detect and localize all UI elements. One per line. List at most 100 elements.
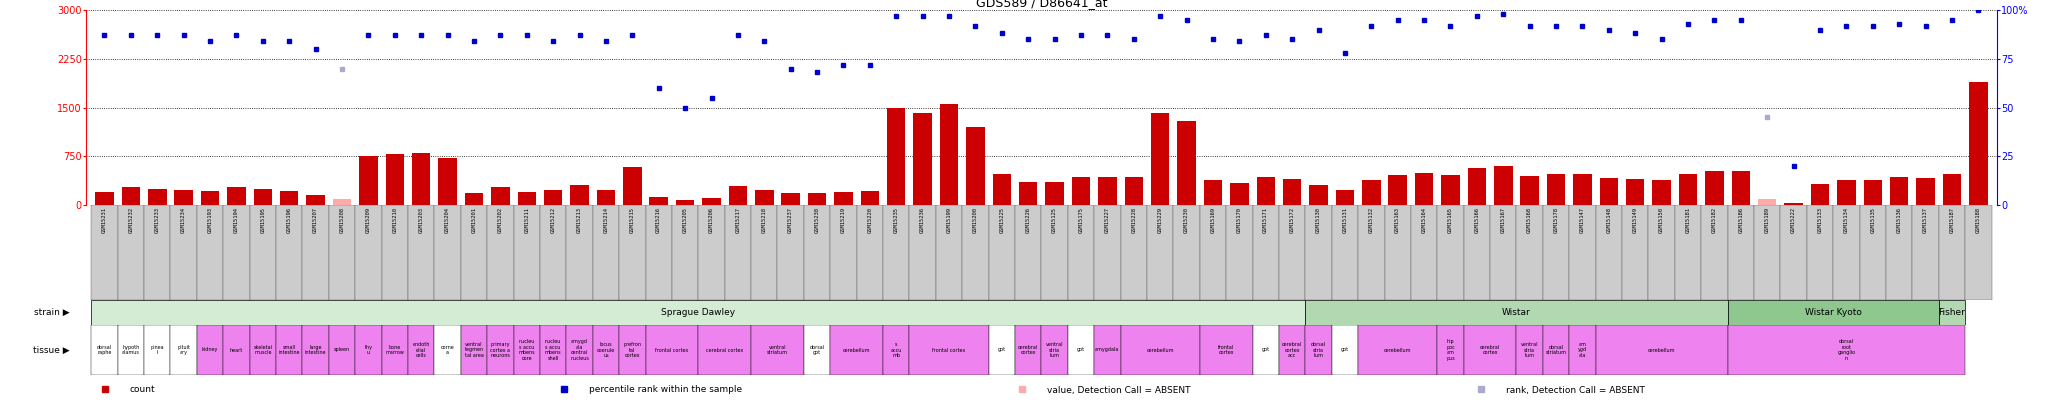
Bar [1120, 325, 1200, 375]
Bar [1442, 175, 1460, 205]
Text: GSM15233: GSM15233 [156, 207, 160, 233]
Bar [1335, 190, 1354, 205]
Bar [887, 107, 905, 205]
Bar [381, 205, 408, 300]
Text: GSM15167: GSM15167 [1501, 207, 1505, 233]
Bar [963, 205, 989, 300]
Text: locus
coerule
us: locus coerule us [596, 342, 614, 358]
Text: GSM15150: GSM15150 [1659, 207, 1665, 233]
Bar [729, 186, 748, 205]
Text: GSM15166: GSM15166 [1475, 207, 1479, 233]
Bar [1860, 205, 1886, 300]
Text: GSM15196: GSM15196 [287, 207, 291, 233]
Text: GSM15220: GSM15220 [868, 207, 872, 233]
Text: GSM15237: GSM15237 [788, 207, 793, 233]
Bar [250, 325, 276, 375]
Bar [698, 205, 725, 300]
Text: GSM15199: GSM15199 [946, 207, 952, 233]
Bar [92, 205, 117, 300]
Text: spleen: spleen [334, 347, 350, 352]
Text: GSM15187: GSM15187 [1950, 207, 1954, 233]
Text: GSM15207: GSM15207 [313, 207, 317, 233]
Bar [227, 188, 246, 205]
Bar [281, 191, 299, 205]
Text: thy
u: thy u [365, 345, 373, 355]
Bar [645, 205, 672, 300]
Bar [307, 195, 326, 205]
Bar [940, 104, 958, 205]
Text: cerebral
cortex
acc: cerebral cortex acc [1282, 342, 1303, 358]
Text: ventral
stria
tum: ventral stria tum [1522, 342, 1538, 358]
Text: cerebellum: cerebellum [1649, 347, 1675, 352]
Bar [856, 205, 883, 300]
Bar [1257, 177, 1276, 205]
Bar [1626, 179, 1645, 205]
Text: frontal
cortex: frontal cortex [1219, 345, 1235, 355]
Text: GSM15188: GSM15188 [1976, 207, 1980, 233]
Bar [993, 174, 1012, 205]
Text: GSM15235: GSM15235 [893, 207, 899, 233]
Text: count: count [129, 386, 156, 394]
Bar [1913, 205, 1939, 300]
Text: GSM15175: GSM15175 [1079, 207, 1083, 233]
Bar [1886, 205, 1913, 300]
Bar [545, 190, 563, 205]
Bar [752, 325, 805, 375]
Text: corne
a: corne a [440, 345, 455, 355]
Title: GDS589 / D86641_at: GDS589 / D86641_at [975, 0, 1108, 9]
Text: GSM15225: GSM15225 [999, 207, 1004, 233]
Text: nucleu
s accu
mbens
shell: nucleu s accu mbens shell [545, 339, 561, 360]
Bar [860, 191, 879, 205]
Bar [1649, 205, 1675, 300]
Bar [1151, 113, 1169, 205]
Bar [805, 205, 829, 300]
Text: GSM15163: GSM15163 [1395, 207, 1401, 233]
Bar [1358, 205, 1384, 300]
Bar [332, 198, 352, 205]
Bar [1595, 325, 1729, 375]
Bar [967, 127, 985, 205]
Bar [541, 325, 567, 375]
Bar [1200, 325, 1253, 375]
Bar [623, 167, 641, 205]
Bar [117, 205, 143, 300]
Bar [698, 325, 752, 375]
Bar [618, 205, 645, 300]
Bar [1833, 205, 1860, 300]
Text: GSM15189: GSM15189 [1765, 207, 1769, 233]
Text: dorsal
stria
tum: dorsal stria tum [1311, 342, 1327, 358]
Text: dorsal
striatum: dorsal striatum [1546, 345, 1567, 355]
Text: GSM15219: GSM15219 [842, 207, 846, 233]
Text: GSM15125: GSM15125 [1053, 207, 1057, 233]
Bar [1278, 325, 1305, 375]
Bar [829, 325, 883, 375]
Bar [1124, 177, 1143, 205]
Bar [276, 325, 303, 375]
Bar [143, 205, 170, 300]
Text: ventral
striatum: ventral striatum [768, 345, 788, 355]
Text: GSM15137: GSM15137 [1923, 207, 1927, 233]
Text: GSM15171: GSM15171 [1264, 207, 1268, 233]
Text: GSM15165: GSM15165 [1448, 207, 1452, 233]
Text: GSM15170: GSM15170 [1237, 207, 1241, 233]
Bar [1147, 205, 1174, 300]
Bar [1917, 178, 1935, 205]
Bar [438, 158, 457, 205]
Text: GSM15216: GSM15216 [655, 207, 662, 233]
Text: amygdala: amygdala [1096, 347, 1120, 352]
Bar [1573, 175, 1591, 205]
Text: GSM15164: GSM15164 [1421, 207, 1427, 233]
Bar [514, 205, 541, 300]
Bar [596, 190, 614, 205]
Text: ventral
tegmen
tal area: ventral tegmen tal area [465, 342, 483, 358]
Text: heart: heart [229, 347, 244, 352]
Bar [1729, 300, 1939, 325]
Bar [883, 325, 909, 375]
Bar [1094, 205, 1120, 300]
Bar [1384, 205, 1411, 300]
Text: amygd
ala
central
nucleus: amygd ala central nucleus [569, 339, 590, 360]
Text: rank, Detection Call = ABSENT: rank, Detection Call = ABSENT [1505, 386, 1645, 394]
Bar [197, 205, 223, 300]
Bar [1542, 325, 1569, 375]
Text: GSM15193: GSM15193 [207, 207, 213, 233]
